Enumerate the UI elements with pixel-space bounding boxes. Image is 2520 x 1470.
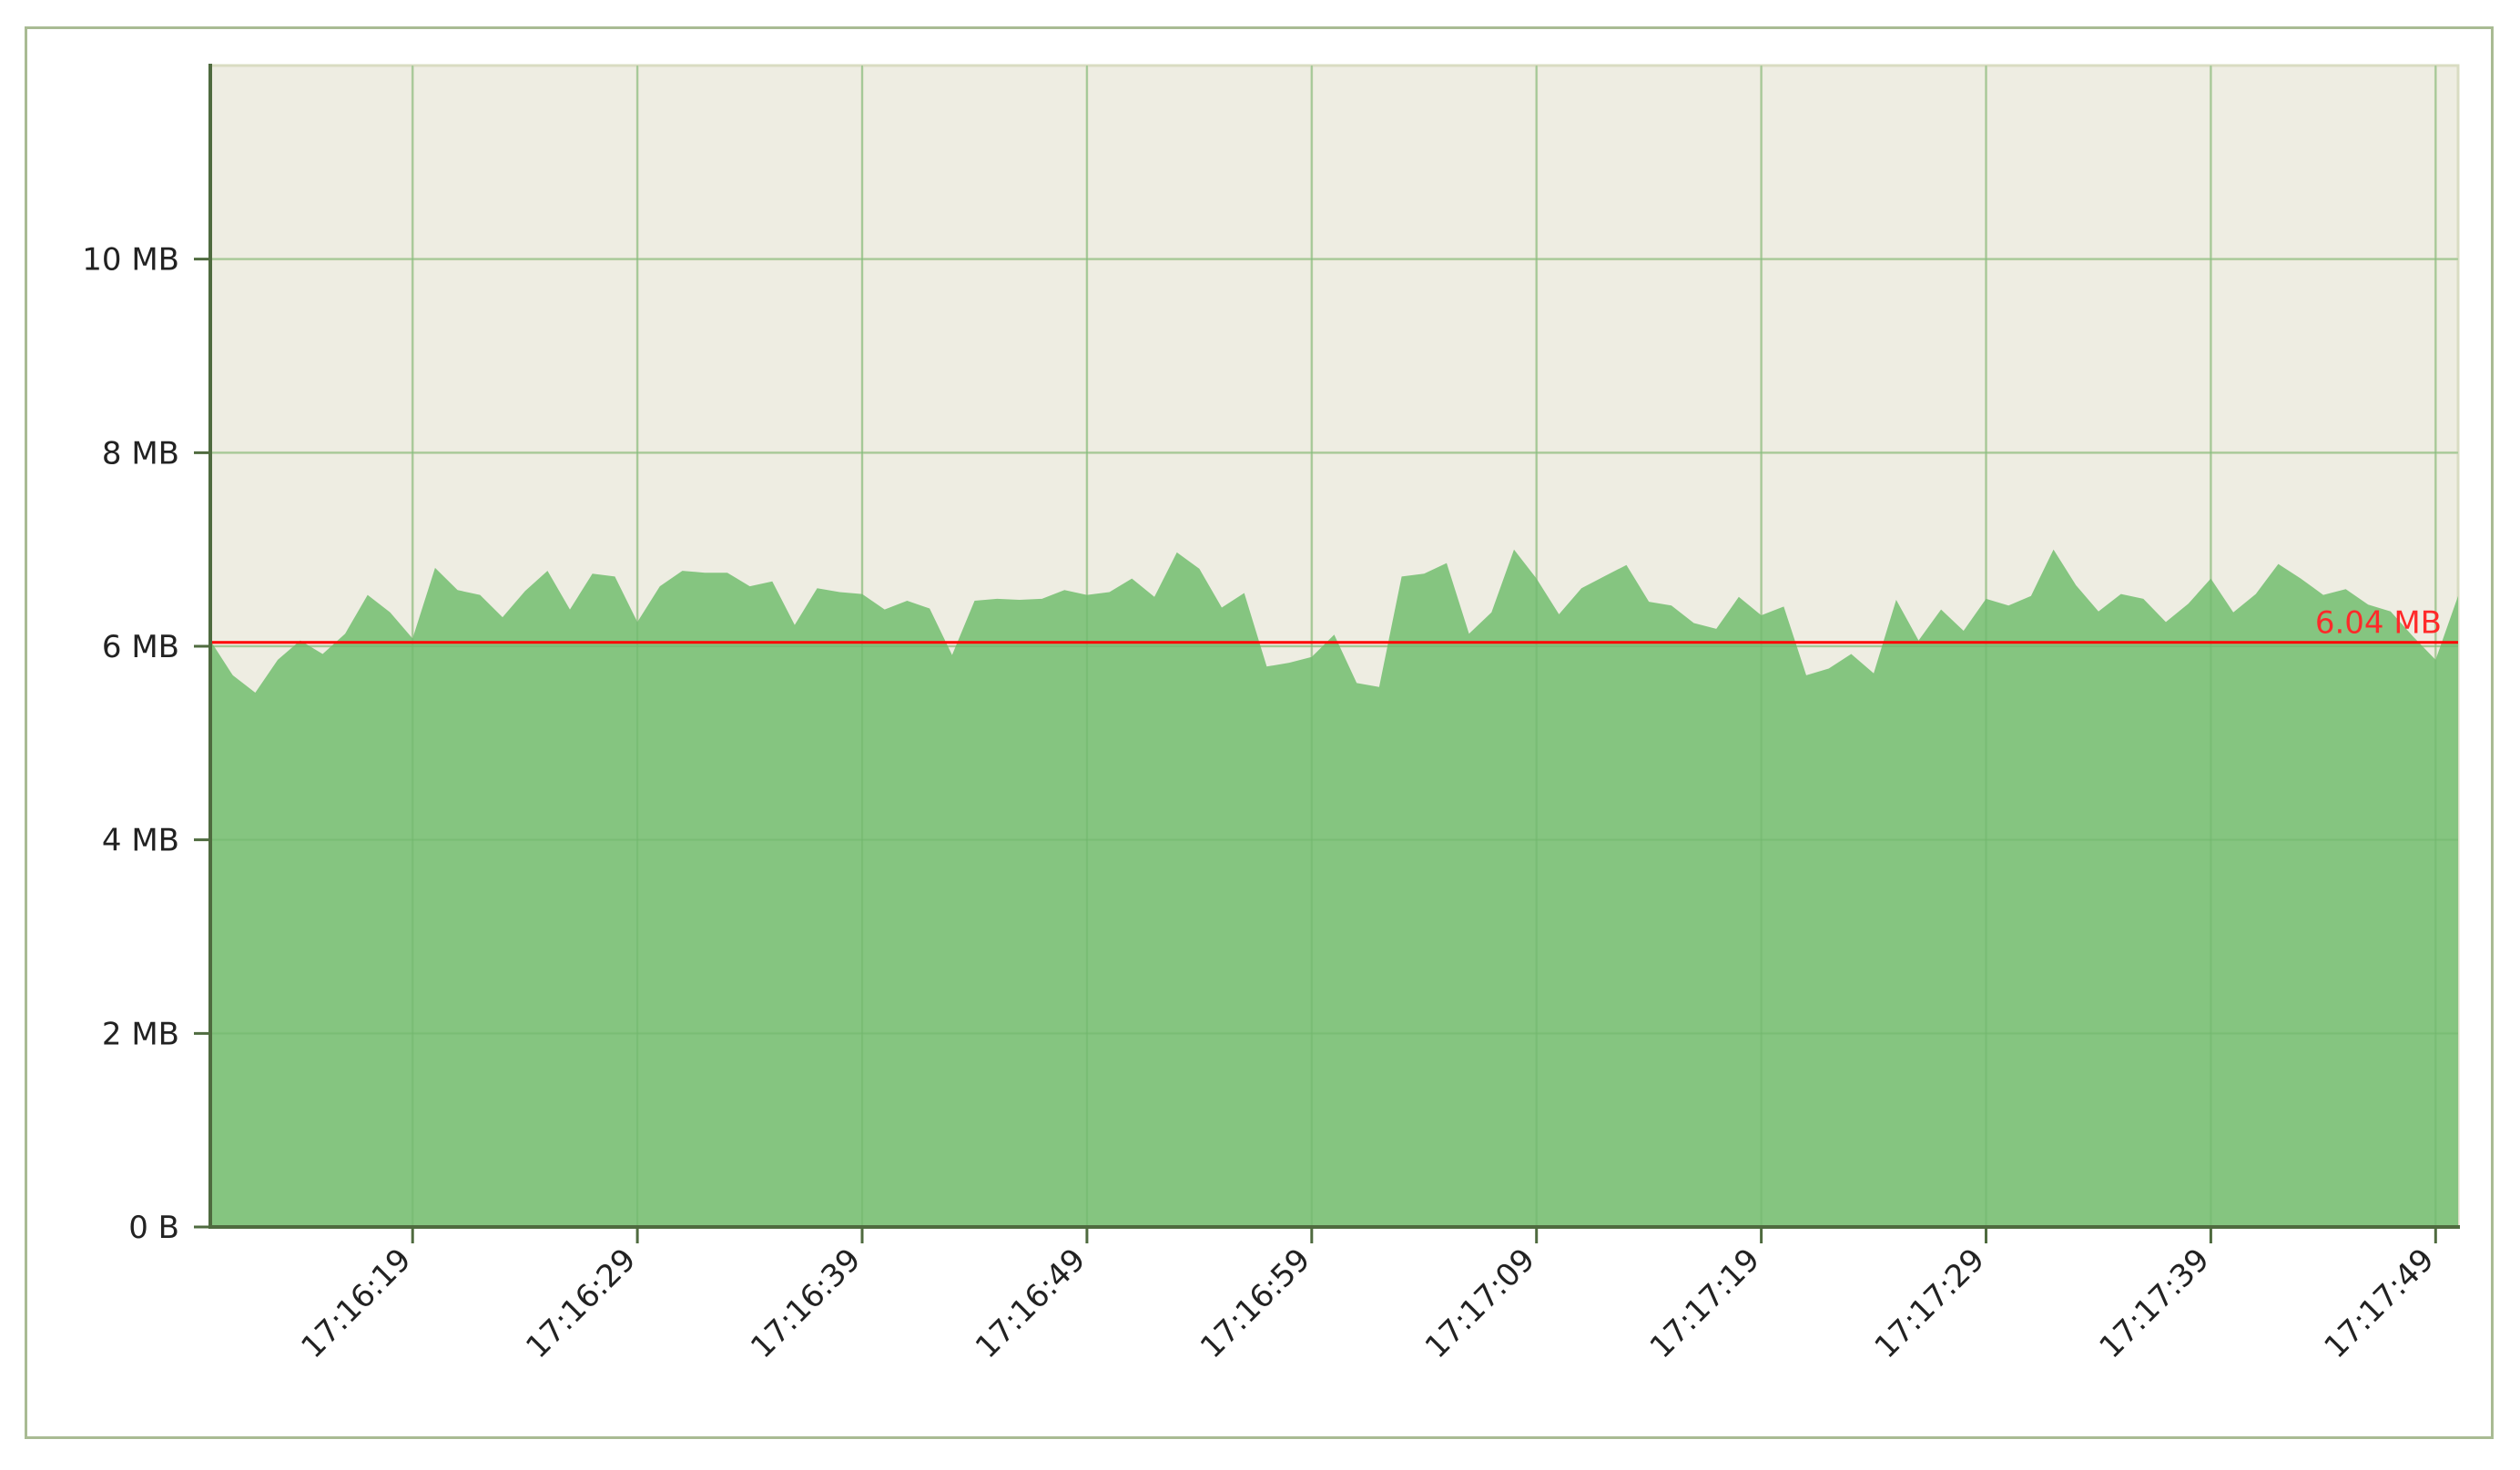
y-tick-label: 8 MB [102, 435, 179, 471]
x-tick-label: 17:17:39 [2093, 1242, 2217, 1365]
y-axis-ticks: 0 B 2 MB 4 MB 6 MB 8 MB 10 MB [82, 242, 210, 1246]
memory-area-series [210, 549, 2458, 1227]
x-tick-label: 17:16:59 [1194, 1242, 1317, 1365]
y-tick-label: 0 B [128, 1210, 179, 1246]
x-tick-label: 17:17:09 [1418, 1242, 1542, 1365]
y-tick-label: 10 MB [82, 242, 179, 279]
x-tick-label: 17:16:49 [969, 1242, 1092, 1365]
x-tick-label: 17:17:29 [1868, 1242, 1992, 1365]
y-tick-label: 6 MB [102, 629, 179, 665]
x-tick-label: 17:17:49 [2317, 1242, 2441, 1365]
y-tick-label: 2 MB [102, 1016, 179, 1052]
x-tick-label: 17:16:19 [294, 1242, 418, 1365]
average-reference-label: 6.04 MB [2315, 605, 2442, 642]
x-axis-ticks: 17:16:19 17:16:29 17:16:39 17:16:49 17:16:59… [294, 1227, 2442, 1365]
x-tick-label: 17:16:39 [744, 1242, 868, 1365]
x-tick-label: 17:17:19 [1643, 1242, 1767, 1365]
y-tick-label: 4 MB [102, 823, 179, 859]
x-tick-label: 17:16:29 [519, 1242, 643, 1365]
